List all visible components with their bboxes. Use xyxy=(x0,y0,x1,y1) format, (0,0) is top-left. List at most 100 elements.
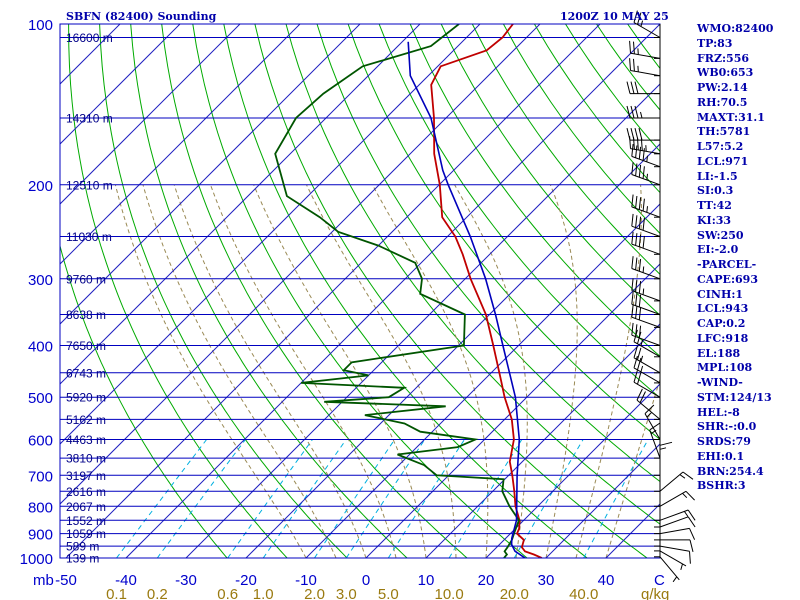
index-item: FRZ:556 xyxy=(697,51,750,65)
moist-adiabat xyxy=(605,377,660,558)
wind-barb xyxy=(629,58,661,77)
index-item: LFC:918 xyxy=(697,331,749,345)
moist-adiabat xyxy=(545,184,578,558)
mixing-ratio-tick-label: 2.0 xyxy=(304,586,325,600)
wind-barb xyxy=(626,105,660,119)
wind-barb xyxy=(626,81,660,95)
wind-barb xyxy=(659,545,691,564)
wind-barb xyxy=(633,355,661,384)
wind-barb xyxy=(633,345,661,374)
index-item: LCL:971 xyxy=(697,154,749,168)
index-item: -WIND- xyxy=(697,376,743,389)
index-item: STM:124/13 xyxy=(697,390,772,404)
mixing-ratio-line xyxy=(345,439,426,558)
index-item: WMO:82400 xyxy=(697,22,774,35)
wind-barb xyxy=(631,278,661,302)
pressure-tick-label: 900 xyxy=(28,527,53,544)
moist-adiabat xyxy=(142,184,337,558)
height-label: 3197 m xyxy=(66,469,106,483)
moist-adiabat xyxy=(210,184,397,558)
temperature-tick-label: -50 xyxy=(55,572,77,589)
index-item: WB0:653 xyxy=(697,66,754,80)
height-label: 2616 m xyxy=(66,485,106,499)
temperature-tick-label: 10 xyxy=(418,572,435,589)
wind-barb xyxy=(659,509,696,521)
wind-barb xyxy=(659,527,696,540)
wind-barb xyxy=(633,370,661,398)
pressure-tick-label: 500 xyxy=(28,390,53,407)
index-item: TP:83 xyxy=(697,36,733,50)
moist-adiabat xyxy=(253,184,427,558)
wind-barb xyxy=(659,516,696,528)
index-item: SW:250 xyxy=(697,228,744,242)
index-item: PW:2.14 xyxy=(697,81,748,94)
wind-barb xyxy=(631,256,661,280)
wind-barb xyxy=(631,213,661,237)
isotherm-line xyxy=(65,24,601,558)
mixing-ratio-tick-label: 3.0 xyxy=(336,586,357,600)
mixing-ratio-axis: 0.1 0.2 0.6 1.0 2.0 3.0 5.0 10.0 20.0 40.0 xyxy=(106,586,598,600)
height-label: 589 m xyxy=(66,540,99,554)
index-item: CINH:1 xyxy=(697,287,744,301)
mixing-ratio-tick-label: 40.0 xyxy=(569,586,598,600)
wind-barb xyxy=(631,194,661,218)
wind-barbs xyxy=(626,10,696,583)
pressure-axis: 100 200 300 400 500 600 700 800 900 1000 xyxy=(20,17,53,568)
pressure-tick-label: 300 xyxy=(28,272,53,289)
mixing-ratio-line xyxy=(583,439,649,558)
dry-adiabat xyxy=(254,24,648,558)
temperature-line xyxy=(430,24,543,558)
height-label: 9760 m xyxy=(66,272,106,286)
isotherm-line xyxy=(485,383,660,558)
temperature-tick-label: -20 xyxy=(235,572,257,589)
moist-adiabat xyxy=(173,184,367,558)
height-label: 1552 m xyxy=(66,514,106,528)
pressure-tick-label: 1000 xyxy=(20,551,53,568)
index-item: -PARCEL- xyxy=(697,258,757,271)
wind-barb xyxy=(633,10,661,38)
index-item: SRDS:79 xyxy=(697,435,751,448)
mixing-ratio-line xyxy=(156,439,246,558)
wind-barb xyxy=(644,404,661,440)
isotherm-line xyxy=(305,203,660,558)
wind-barb xyxy=(636,388,661,420)
index-item: MPL:108 xyxy=(697,361,753,375)
isotherm-line xyxy=(60,24,301,265)
mixing-ratio-tick-label: 5.0 xyxy=(378,586,399,600)
temperature-tick-label: 0 xyxy=(362,572,370,589)
mixing-ratio-line xyxy=(448,439,523,558)
wind-barb xyxy=(629,40,661,59)
wind-barb xyxy=(631,322,661,346)
parcel-line xyxy=(407,41,526,558)
index-item: CAP:0.2 xyxy=(697,317,746,330)
height-label: 4463 m xyxy=(66,433,106,447)
moist-adiabat xyxy=(371,184,489,558)
moist-adiabat xyxy=(306,184,457,558)
temperature-axis: -50 -40 -30 -20 -10 0 10 20 30 40 xyxy=(55,572,614,589)
mixing-ratio-tick-label: 1.0 xyxy=(253,586,274,600)
plot-frame xyxy=(59,23,661,559)
dewpoint-line xyxy=(274,24,520,558)
mixing-ratio-tick-label: 0.1 xyxy=(106,586,127,600)
isotherm-line xyxy=(60,24,541,505)
isotherm-line xyxy=(125,24,660,558)
temperature-tick-label: 20 xyxy=(478,572,495,589)
mixing-ratio-unit-label: g/kg xyxy=(641,586,669,600)
index-item: TT:42 xyxy=(697,199,732,212)
index-item: RH:70.5 xyxy=(697,95,748,109)
indices-panel: WMO:82400 TP:83 FRZ:556 WB0:653 PW:2.14 RH:70… xyxy=(697,22,799,494)
height-label: 7650 m xyxy=(66,339,106,353)
wind-barb xyxy=(631,231,661,255)
isotherm-line xyxy=(60,24,241,205)
height-label: 16600 m xyxy=(66,31,113,45)
sounding-series xyxy=(274,24,543,558)
wind-barb xyxy=(659,556,680,583)
wind-barb xyxy=(659,471,694,492)
index-item: TH:5781 xyxy=(697,125,751,139)
index-item: SHR:-:0.0 xyxy=(697,420,757,434)
mixing-ratio-tick-label: 10.0 xyxy=(434,586,463,600)
mixing-ratio-line xyxy=(314,439,396,558)
height-label: 139 m xyxy=(66,552,99,566)
temperature-tick-label: -10 xyxy=(295,572,317,589)
